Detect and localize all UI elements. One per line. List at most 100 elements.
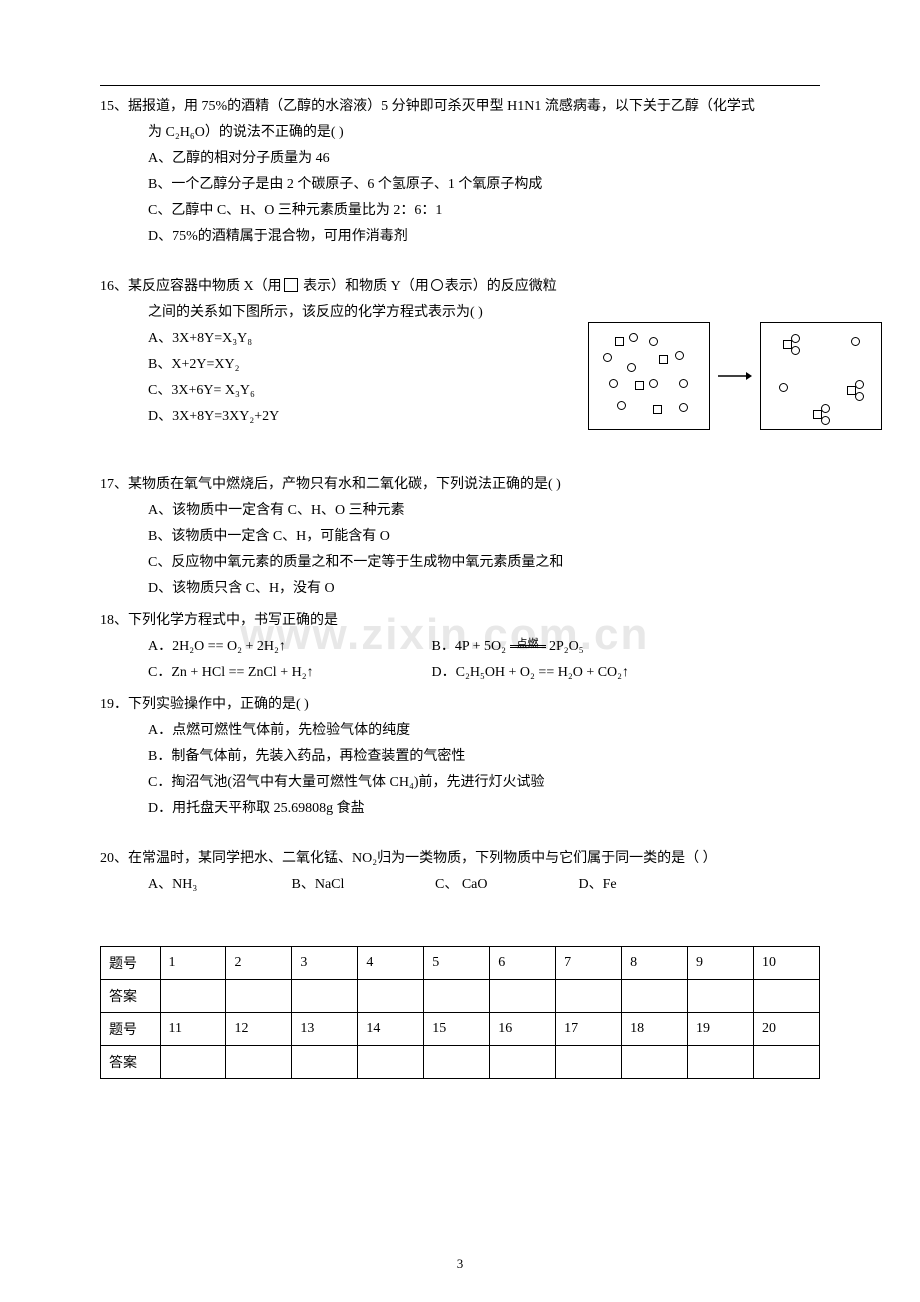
- q18: 18、下列化学方程式中，书写正确的是 A．2H₂O == O₂ + 2H₂↑ B…: [100, 608, 820, 686]
- cell: [358, 980, 424, 1013]
- dianran-icon: 点燃: [510, 645, 546, 648]
- q18-num: 18、: [100, 613, 128, 628]
- table-row: 题号 1 2 3 4 5 6 7 8 9 10: [101, 947, 820, 980]
- q20-opts: A、NH₃ B、NaCl C、 CaO D、Fe: [100, 872, 820, 898]
- q16-text1b: 表示）和物质 Y（用: [300, 279, 429, 294]
- q18-row1: A．2H₂O == O₂ + 2H₂↑ B．4P + 5O₂ 点燃 2P₂O₅: [100, 634, 820, 660]
- q16-text1a: 某反应容器中物质 X（用: [128, 279, 282, 294]
- q15-num: 15、: [100, 99, 128, 114]
- q15: 15、据报道，用 75%的酒精（乙醇的水溶液）5 分钟即可杀灭甲型 H1N1 流…: [100, 94, 820, 250]
- cell: [424, 980, 490, 1013]
- q15-text2: 为 C₂H₆O）的说法不正确的是( ): [100, 120, 820, 146]
- q15-optA: A、乙醇的相对分子质量为 46: [100, 146, 820, 172]
- q15-text1: 据报道，用 75%的酒精（乙醇的水溶液）5 分钟即可杀灭甲型 H1N1 流感病毒…: [128, 99, 755, 114]
- cell: 19: [688, 1013, 754, 1046]
- row2-label: 答案: [101, 980, 161, 1013]
- cell: 17: [556, 1013, 622, 1046]
- cell: [688, 980, 754, 1013]
- q16-opts-row2: C、3X+6Y= X₃Y₆ D、3X+8Y=3XY₂+2Y: [100, 378, 530, 430]
- cell: 16: [490, 1013, 556, 1046]
- cell: [490, 980, 556, 1013]
- cell: 11: [160, 1013, 226, 1046]
- q16-text1c: 表示）的反应微粒: [445, 279, 557, 294]
- q16-num: 16、: [100, 279, 128, 294]
- cell: [622, 980, 688, 1013]
- cell: 13: [292, 1013, 358, 1046]
- cell: [160, 1046, 226, 1079]
- q19-optB: B．制备气体前，先装入药品，再检查装置的气密性: [100, 744, 820, 770]
- q19-optC: C．掏沼气池(沼气中有大量可燃性气体 CH₄)前，先进行灯火试验: [100, 770, 820, 796]
- cell: [226, 1046, 292, 1079]
- page-number: 3: [0, 1256, 920, 1272]
- q19-text: 下列实验操作中，正确的是( ): [128, 697, 309, 712]
- table-row: 题号 11 12 13 14 15 16 17 18 19 20: [101, 1013, 820, 1046]
- cell: 6: [490, 947, 556, 980]
- q17: 17、某物质在氧气中燃烧后，产物只有水和二氧化碳，下列说法正确的是( ) A、该…: [100, 472, 820, 602]
- q16: 16、某反应容器中物质 X（用 表示）和物质 Y（用 表示）的反应微粒 之间的关系…: [100, 274, 820, 430]
- answer-table: 题号 1 2 3 4 5 6 7 8 9 10 答案 题号 11 12 13 1…: [100, 946, 820, 1079]
- cell: [226, 980, 292, 1013]
- q16-optD: D、3X+8Y=3XY₂+2Y: [148, 404, 338, 430]
- cell: [556, 980, 622, 1013]
- q17-text: 某物质在氧气中燃烧后，产物只有水和二氧化碳，下列说法正确的是( ): [128, 477, 561, 492]
- cell: 10: [753, 947, 819, 980]
- q17-optB: B、该物质中一定含 C、H，可能含有 O: [100, 524, 820, 550]
- cell: 14: [358, 1013, 424, 1046]
- q19: 19．下列实验操作中，正确的是( ) A．点燃可燃性气体前，先检验气体的纯度 B…: [100, 692, 820, 822]
- cell: 2: [226, 947, 292, 980]
- q20: 20、在常温时，某同学把水、二氧化锰、NO₂归为一类物质，下列物质中与它们属于同…: [100, 846, 820, 898]
- circle-icon: [431, 279, 443, 291]
- q18-optB-post: 2P₂O₅: [549, 639, 584, 654]
- cell: [424, 1046, 490, 1079]
- dianran-label: 点燃: [510, 631, 546, 657]
- q16-text2: 之间的关系如下图所示，该反应的化学方程式表示为( ): [100, 300, 820, 326]
- cell: [160, 980, 226, 1013]
- q16-optA: A、3X+8Y=X₃Y₈: [148, 326, 338, 352]
- q19-optA: A．点燃可燃性气体前，先检验气体的纯度: [100, 718, 820, 744]
- q19-optD: D．用托盘天平称取 25.69808g 食盐: [100, 796, 820, 822]
- q15-optD: D、75%的酒精属于混合物，可用作消毒剂: [100, 224, 820, 250]
- cell: [556, 1046, 622, 1079]
- cell: [688, 1046, 754, 1079]
- q16-optC: C、3X+6Y= X₃Y₆: [148, 378, 338, 404]
- q20-optA: A、NH₃: [148, 872, 288, 898]
- q16-optB: B、X+2Y=XY₂: [148, 352, 338, 378]
- cell: [753, 980, 819, 1013]
- q20-text: 在常温时，某同学把水、二氧化锰、NO₂归为一类物质，下列物质中与它们属于同一类的…: [128, 851, 717, 866]
- cell: 1: [160, 947, 226, 980]
- q18-optB-pre: B．4P + 5O₂: [432, 639, 507, 654]
- q19-num: 19．: [100, 697, 128, 712]
- row3-label: 题号: [101, 1013, 161, 1046]
- cell: 20: [753, 1013, 819, 1046]
- q18-optA: A．2H₂O == O₂ + 2H₂↑: [148, 634, 428, 660]
- q20-optB: B、NaCl: [292, 872, 432, 898]
- row1-label: 题号: [101, 947, 161, 980]
- q17-optD: D、该物质只含 C、H，没有 O: [100, 576, 820, 602]
- cell: 4: [358, 947, 424, 980]
- table-row: 答案: [101, 980, 820, 1013]
- content: 15、据报道，用 75%的酒精（乙醇的水溶液）5 分钟即可杀灭甲型 H1N1 流…: [100, 94, 820, 1079]
- cell: 7: [556, 947, 622, 980]
- q15-optB: B、一个乙醇分子是由 2 个碳原子、6 个氢原子、1 个氧原子构成: [100, 172, 820, 198]
- q15-optC: C、乙醇中 C、H、O 三种元素质量比为 2：6：1: [100, 198, 820, 224]
- cell: 9: [688, 947, 754, 980]
- q20-num: 20、: [100, 851, 128, 866]
- square-icon: [284, 278, 298, 292]
- cell: [490, 1046, 556, 1079]
- q20-optC: C、 CaO: [435, 872, 575, 898]
- q17-optC: C、反应物中氧元素的质量之和不一定等于生成物中氧元素质量之和: [100, 550, 820, 576]
- q18-text: 下列化学方程式中，书写正确的是: [128, 613, 338, 628]
- q18-row2: C．Zn + HCl == ZnCl + H₂↑ D．C₂H₅OH + O₂ =…: [100, 660, 820, 686]
- cell: 3: [292, 947, 358, 980]
- q18-optD: D．C₂H₅OH + O₂ == H₂O + CO₂↑: [432, 665, 630, 680]
- cell: 8: [622, 947, 688, 980]
- cell: [292, 1046, 358, 1079]
- table-row: 答案: [101, 1046, 820, 1079]
- cell: [753, 1046, 819, 1079]
- cell: 15: [424, 1013, 490, 1046]
- cell: 12: [226, 1013, 292, 1046]
- cell: 18: [622, 1013, 688, 1046]
- header-rule: [100, 85, 820, 86]
- row4-label: 答案: [101, 1046, 161, 1079]
- q17-num: 17、: [100, 477, 128, 492]
